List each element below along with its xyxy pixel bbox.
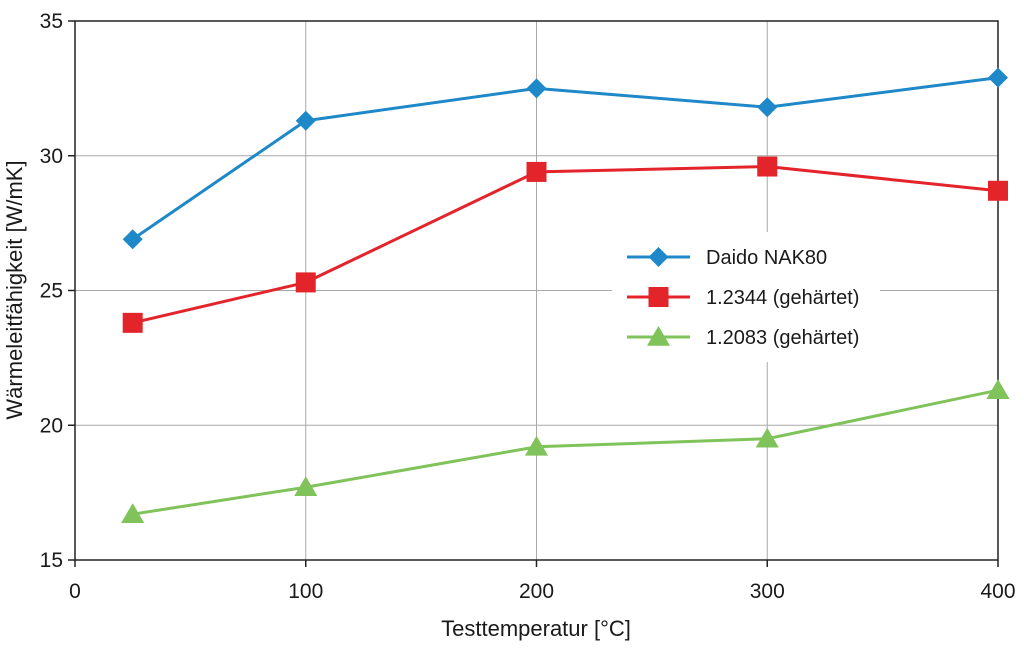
data-point (757, 97, 778, 118)
x-tick-label: 400 (980, 580, 1015, 603)
legend-item-1: Daido NAK80 (627, 247, 827, 269)
legend: Daido NAK80 1.2344 (gehärtet) 1.2083 (gehä… (612, 232, 880, 362)
legend-item-2: 1.2344 (gehärtet) (627, 287, 859, 309)
series-2 (122, 156, 1008, 333)
data-point (988, 180, 1008, 201)
series-3 (121, 379, 1010, 523)
legend-label: Daido NAK80 (706, 247, 827, 269)
axes-layer: 15 20 25 30 35 0 100 200 300 400 (40, 10, 1016, 603)
data-point (988, 67, 1008, 88)
series-layer (121, 67, 1010, 523)
y-tick-label: 25 (40, 280, 63, 303)
data-point (122, 229, 143, 250)
x-axis-title: Testtemperatur [°C] (441, 616, 631, 641)
data-point (295, 110, 316, 131)
data-point (757, 156, 778, 177)
y-tick-label: 15 (40, 549, 63, 572)
x-tick-label: 200 (519, 580, 554, 603)
data-point (986, 379, 1010, 400)
y-axis-title: Wärmeleitfähigkeit [W/mK] (2, 160, 27, 419)
data-point (526, 161, 547, 182)
legend-label: 1.2344 (gehärtet) (706, 287, 859, 309)
legend-item-3: 1.2083 (gehärtet) (627, 326, 859, 349)
x-tick-label: 300 (750, 580, 785, 603)
series-1 (122, 67, 1008, 250)
data-point (122, 312, 143, 333)
y-tick-label: 35 (40, 10, 63, 33)
x-tick-label: 0 (69, 580, 81, 603)
legend-marker (648, 247, 669, 267)
legend-marker (646, 326, 671, 346)
data-point (755, 427, 779, 448)
data-point (526, 78, 547, 99)
series-line (132, 388, 999, 516)
y-tick-label: 20 (40, 414, 63, 437)
legend-label: 1.2083 (gehärtet) (706, 327, 859, 349)
data-point (295, 272, 316, 293)
x-tick-label: 100 (288, 580, 323, 603)
y-tick-label: 30 (40, 145, 63, 168)
data-point (294, 476, 318, 497)
series-line (131, 76, 999, 241)
data-point (524, 435, 549, 456)
legend-marker (648, 287, 669, 307)
data-point (121, 503, 145, 523)
